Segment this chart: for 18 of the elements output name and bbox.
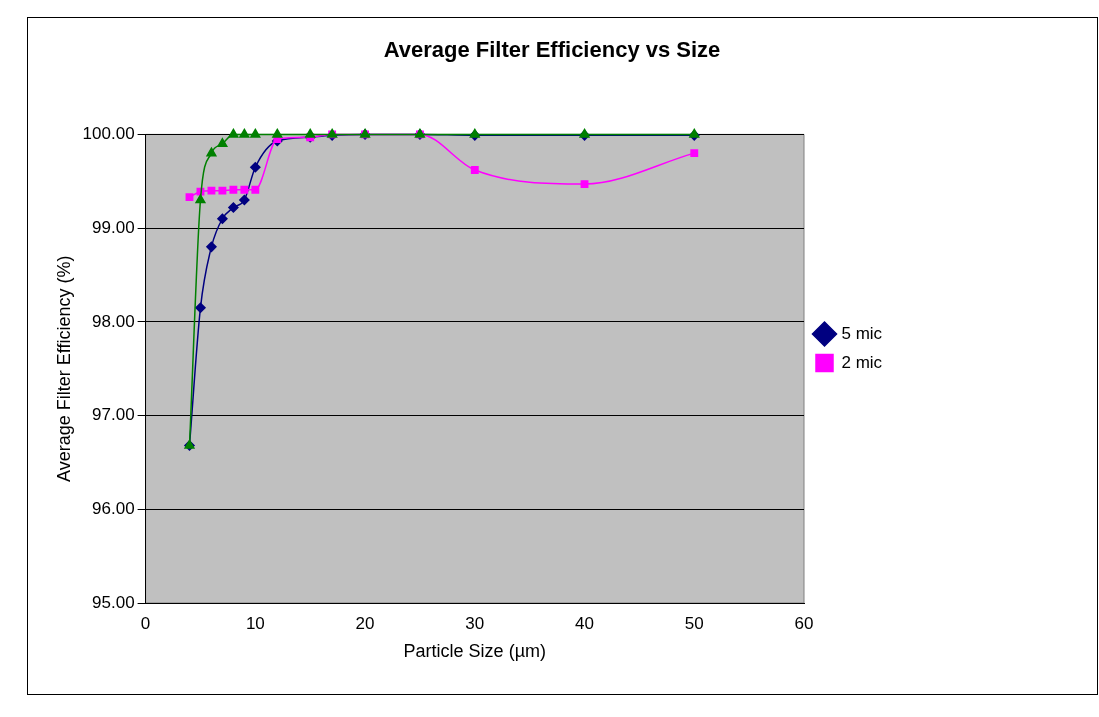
y-tick-label: 95.00	[92, 592, 135, 612]
legend-label: 5 mic	[841, 323, 883, 343]
x-tick-label: 10	[245, 613, 265, 633]
x-tick-label: 50	[684, 613, 704, 633]
x-tick-label: 20	[355, 613, 375, 633]
y-tick-label: 96.00	[92, 498, 135, 518]
x-tick-label: 60	[794, 613, 814, 633]
x-tick-label: 40	[575, 613, 594, 633]
x-tick-label: 30	[465, 613, 485, 633]
x-tick-label: 0	[140, 613, 151, 633]
chart-title: Average Filter Efficiency vs Size	[383, 37, 721, 63]
y-tick-label: 99.00	[92, 217, 135, 237]
y-tick-label: 100.00	[82, 124, 135, 144]
y-tick-label: 98.00	[92, 311, 135, 331]
y-tick-label: 97.00	[92, 405, 135, 425]
legend-label: 2 mic	[841, 352, 883, 372]
y-axis-title: Average Filter Efficiency (%)	[53, 255, 74, 482]
x-axis-title: Particle Size (µm)	[403, 641, 546, 662]
